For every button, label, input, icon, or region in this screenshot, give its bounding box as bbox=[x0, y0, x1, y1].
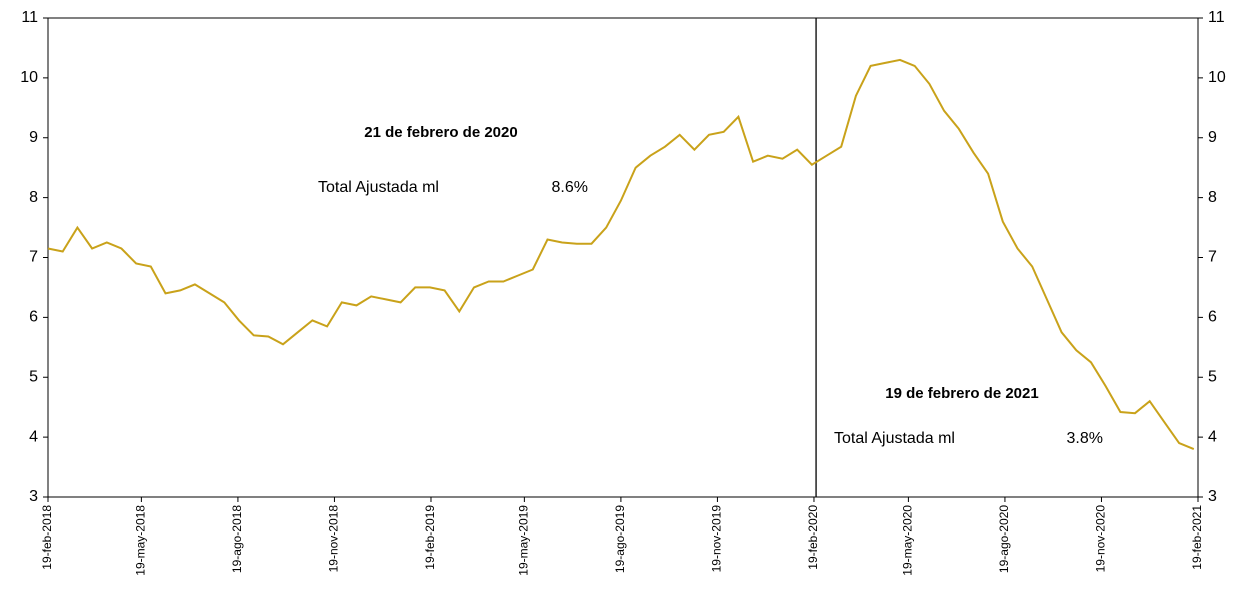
annotation-value: 8.6% bbox=[552, 179, 588, 196]
x-tick-label: 19-may-2019 bbox=[517, 505, 531, 576]
annotation-label: Total Ajustada ml bbox=[834, 430, 955, 447]
y2-tick-label: 4 bbox=[1208, 428, 1217, 445]
y-tick-label: 4 bbox=[29, 428, 38, 445]
annotation-title: 21 de febrero de 2020 bbox=[364, 124, 517, 141]
x-tick-label: 19-ago-2018 bbox=[230, 505, 244, 573]
x-tick-label: 19-ago-2019 bbox=[613, 505, 627, 573]
y-tick-label: 7 bbox=[29, 249, 38, 266]
y-tick-label: 6 bbox=[29, 309, 38, 326]
y2-tick-label: 5 bbox=[1208, 368, 1217, 385]
y2-tick-label: 6 bbox=[1208, 309, 1217, 326]
y-tick-label: 5 bbox=[29, 368, 38, 385]
x-tick-label: 19-may-2020 bbox=[901, 505, 915, 576]
x-tick-label: 19-may-2018 bbox=[134, 505, 148, 576]
x-tick-label: 19-feb-2021 bbox=[1190, 505, 1204, 570]
y-tick-label: 9 bbox=[29, 129, 38, 146]
y2-tick-label: 3 bbox=[1208, 488, 1217, 505]
x-tick-label: 19-feb-2019 bbox=[423, 505, 437, 570]
y-tick-label: 8 bbox=[29, 189, 38, 206]
x-tick-label: 19-nov-2018 bbox=[327, 505, 341, 573]
y-tick-label: 3 bbox=[29, 488, 38, 505]
y-tick-label: 10 bbox=[20, 69, 38, 86]
y2-tick-label: 11 bbox=[1208, 9, 1225, 26]
x-tick-label: 19-ago-2020 bbox=[997, 505, 1011, 573]
y2-tick-label: 8 bbox=[1208, 189, 1217, 206]
annotation-title: 19 de febrero de 2021 bbox=[885, 385, 1038, 402]
x-tick-label: 19-feb-2020 bbox=[806, 505, 820, 570]
y2-tick-label: 9 bbox=[1208, 129, 1217, 146]
x-tick-label: 19-feb-2018 bbox=[40, 505, 54, 570]
x-tick-label: 19-nov-2020 bbox=[1094, 505, 1108, 573]
annotation-value: 3.8% bbox=[1067, 430, 1103, 447]
y2-tick-label: 10 bbox=[1208, 69, 1226, 86]
series-line bbox=[47, 58, 1195, 451]
x-tick-label: 19-nov-2019 bbox=[710, 505, 724, 573]
y-tick-label: 11 bbox=[21, 9, 38, 26]
annotation-label: Total Ajustada ml bbox=[318, 179, 439, 196]
y2-tick-label: 7 bbox=[1208, 249, 1217, 266]
